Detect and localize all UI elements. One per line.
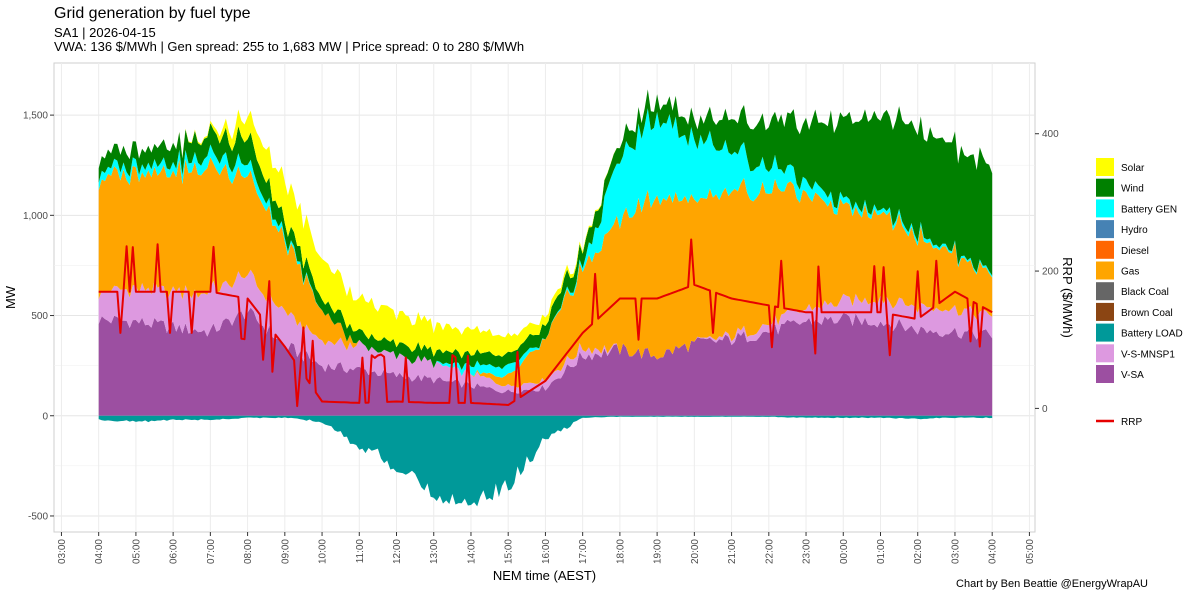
rrp-line — [98, 238, 993, 408]
legend-label: V-S-MNSP1 — [1121, 349, 1175, 360]
legend-label: Hydro — [1121, 225, 1148, 236]
x-tick-label: 05:00 — [1025, 539, 1036, 564]
x-tick-label: 13:00 — [429, 539, 440, 564]
x-tick-label: 12:00 — [392, 539, 403, 564]
legend-swatch — [1096, 344, 1114, 363]
x-tick-label: 21:00 — [727, 539, 738, 564]
x-tick-label: 15:00 — [504, 539, 515, 564]
legend-swatch — [1096, 178, 1114, 197]
x-tick-label: 03:00 — [57, 539, 68, 564]
y2-axis-title: RRP ($/MWh) — [1060, 257, 1075, 338]
chart-subtitle-region-date: SA1 | 2026-04-15 — [54, 25, 156, 40]
legend-swatch — [1096, 323, 1114, 342]
legend-label: Gas — [1121, 267, 1139, 278]
x-tick-label: 22:00 — [764, 539, 775, 564]
x-tick-label: 16:00 — [541, 539, 552, 564]
y-tick-label: 500 — [31, 311, 48, 322]
chart-caption: Chart by Ben Beattie @EnergyWrapAU — [956, 578, 1148, 590]
area-solar — [98, 89, 993, 359]
y2-tick-label: 400 — [1042, 129, 1059, 140]
legend-label: Wind — [1121, 184, 1144, 195]
legend-label-rrp: RRP — [1121, 417, 1142, 428]
y2-tick-label: 200 — [1042, 267, 1059, 278]
legend-label: V-SA — [1121, 370, 1144, 381]
y-tick-label: 0 — [42, 411, 48, 422]
legend-label: Black Coal — [1121, 287, 1169, 298]
legend-swatch — [1096, 158, 1114, 176]
legend-label: Diesel — [1121, 246, 1149, 257]
area-battery-load — [98, 415, 993, 507]
legend-swatch — [1096, 199, 1114, 218]
legend-swatch — [1096, 282, 1114, 301]
x-tick-label: 23:00 — [802, 539, 813, 564]
chart-subtitle-stats: VWA: 136 $/MWh | Gen spread: 255 to 1,68… — [54, 39, 525, 54]
x-tick-label: 20:00 — [690, 539, 701, 564]
chart-title: Grid generation by fuel type — [54, 5, 251, 22]
legend-swatch — [1096, 365, 1114, 383]
x-tick-label: 01:00 — [876, 539, 887, 564]
legend: Solar Wind Battery GEN Hydro Diesel Gas Black … — [1096, 158, 1183, 428]
y-tick-label: 1,000 — [23, 211, 48, 222]
x-tick-label: 17:00 — [578, 539, 589, 564]
legend-label: Battery GEN — [1121, 204, 1177, 215]
x-tick-label: 19:00 — [653, 539, 664, 564]
y2-tick-label: 0 — [1042, 404, 1048, 415]
area-v-s-mnsp1 — [98, 269, 993, 394]
x-tick-label: 04:00 — [94, 539, 105, 564]
legend-swatch — [1096, 240, 1114, 259]
x-tick-label: 06:00 — [169, 539, 180, 564]
x-tick-label: 11:00 — [355, 539, 366, 564]
rrp-line-layer — [98, 238, 993, 408]
legend-swatch — [1096, 261, 1114, 280]
x-tick-label: 04:00 — [988, 539, 999, 564]
x-tick-label: 05:00 — [131, 539, 142, 564]
x-tick-label: 07:00 — [206, 539, 217, 564]
legend-swatch — [1096, 220, 1114, 239]
x-tick-label: 02:00 — [913, 539, 924, 564]
x-axis-title: NEM time (AEST) — [493, 568, 596, 583]
x-tick-label: 08:00 — [243, 539, 254, 564]
y-tick-label: 1,500 — [23, 111, 48, 122]
area-battery-gen — [98, 108, 993, 378]
x-tick-label: 14:00 — [466, 539, 477, 564]
y-tick-label: -500 — [28, 511, 48, 522]
legend-label: Battery LOAD — [1121, 329, 1183, 340]
x-tick-label: 18:00 — [615, 539, 626, 564]
legend-swatch — [1096, 302, 1114, 321]
axes: -500 0 500 1,000 1,500 0 200 400 03:00 04:00 05:00… — [3, 111, 1075, 583]
area-gas — [98, 157, 993, 388]
x-tick-label: 03:00 — [950, 539, 961, 564]
y-axis-title: MW — [3, 285, 18, 309]
x-tick-label: 09:00 — [280, 539, 291, 564]
area-wind — [98, 89, 993, 370]
x-tick-label: 10:00 — [318, 539, 329, 564]
area-v-sa — [98, 307, 993, 416]
legend-label: Solar — [1121, 163, 1145, 174]
area-series — [98, 89, 993, 507]
x-tick-label: 00:00 — [839, 539, 850, 564]
legend-label: Brown Coal — [1121, 308, 1173, 319]
